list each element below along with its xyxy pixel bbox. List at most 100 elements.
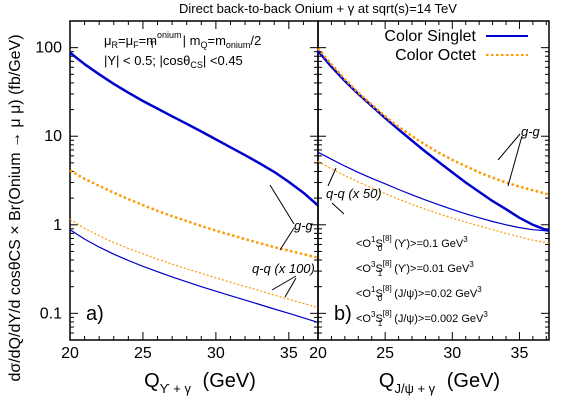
scale-text-part: Q	[200, 40, 207, 50]
ldme-part: 1	[378, 269, 383, 278]
series-line-q-q	[317, 160, 550, 244]
cuts-text-part: |Y| < 0.5; |cosθ	[104, 53, 190, 68]
annotation-arrow	[497, 133, 521, 161]
ldme-part: (J/ψ)>=0.002 GeV	[391, 313, 484, 325]
x-tick-label: 35	[511, 345, 529, 362]
ldme-part: <O	[356, 288, 371, 300]
annotation-arrow	[327, 167, 337, 187]
annotation-arrow	[284, 277, 297, 298]
ldme-part: [8]	[383, 259, 392, 268]
series-line-q-q	[69, 218, 319, 309]
scale-text-part: =m	[139, 33, 157, 48]
annotation-arrow	[271, 275, 297, 291]
ldme-part: <O	[356, 263, 371, 275]
y-axis-label: dσ/dQ/dY/d cosθCS × Br(Onium → μ μ) (fb/…	[7, 34, 24, 381]
panel-label: a)	[86, 303, 104, 325]
legend-label: Color Octet	[395, 47, 476, 64]
series-line-g-g	[317, 47, 550, 196]
x-axis-label: Qϒ + γ (GeV)	[144, 370, 256, 396]
ldme-part: <O	[356, 238, 371, 250]
annotation-arrow	[279, 227, 295, 251]
ldme-part: 3	[483, 310, 488, 319]
x-tick-label: 20	[61, 345, 79, 362]
annotation-qq: q-q (x 50)	[326, 186, 382, 201]
x-axis-label-sub: J/ψ + γ	[394, 381, 435, 396]
ldme-part: 1	[371, 285, 376, 294]
scale-text-part: =m	[207, 33, 225, 48]
ldme-part: 0	[378, 294, 383, 303]
scale-text: μR=μF=monium T | mQ=monium/2	[104, 30, 261, 50]
annotation-gg: g-g	[294, 218, 314, 233]
series-line-g-g	[317, 50, 550, 233]
scale-text-part: F	[133, 40, 139, 50]
cuts-text-part: CS	[190, 60, 203, 70]
x-axis-label-main: Q	[379, 370, 395, 392]
ldme-part: S	[375, 313, 382, 325]
scale-text-part: | m	[179, 33, 200, 48]
legend-label: Color Singlet	[384, 28, 476, 45]
ldme-part: S	[375, 288, 382, 300]
annotation-arrow	[507, 135, 523, 187]
x-tick-label: 35	[280, 345, 298, 362]
scale-text-part: T	[150, 40, 156, 50]
scale-text-part: =μ	[118, 33, 133, 48]
ldme-part: <O	[356, 313, 371, 325]
ldme-part: 3	[469, 260, 474, 269]
series-line-q-q	[69, 229, 319, 323]
x-tick-label: 25	[134, 345, 152, 362]
scale-text-part: /2	[250, 33, 261, 48]
ldme-part: (J/ψ)>=0.02 GeV	[391, 288, 478, 300]
x-tick-label: 30	[443, 345, 461, 362]
panel-label: b)	[334, 303, 352, 325]
y-tick-label: 1	[53, 217, 62, 234]
ldme-line: <O3S[8] 1 (J/ψ)>=0.002 GeV3	[356, 309, 488, 328]
ldme-part: [8]	[383, 284, 392, 293]
scale-text-part: onium	[157, 30, 182, 40]
x-axis-label: QJ/ψ + γ (GeV)	[379, 370, 500, 396]
series-line-q-q	[317, 151, 550, 232]
annotation-qq: q-q (x 100)	[252, 261, 315, 276]
ldme-part: (ϒ)>=0.1 GeV	[391, 238, 464, 250]
ldme-part: [8]	[383, 309, 392, 318]
annotation-arrow	[331, 202, 345, 215]
cuts-text: |Y| < 0.5; |cosθCS| <0.45	[104, 53, 243, 70]
ldme-part: [8]	[383, 234, 392, 243]
series-line-g-g	[69, 51, 319, 207]
ldme-part: 1	[371, 235, 376, 244]
chart-title: Direct back-to-back Onium + γ at sqrt(s)…	[179, 1, 457, 16]
series-line-g-g	[69, 169, 319, 259]
x-axis-label-unit: (GeV)	[197, 370, 256, 392]
y-tick-label: 100	[35, 40, 62, 57]
scale-text-part: R	[112, 40, 119, 50]
scale-text-part: μ	[104, 33, 112, 48]
x-axis-label-unit: (GeV)	[441, 370, 500, 392]
x-tick-label: 30	[207, 345, 225, 362]
y-tick-label: 0.1	[40, 305, 62, 322]
annotation-gg: g-g	[521, 124, 541, 139]
ldme-part: S	[375, 238, 382, 250]
info-text: μR=μF=monium T | mQ=monium/2|Y| < 0.5; |c…	[104, 30, 488, 328]
ldme-line: <O3S[8] 1 (ϒ)>=0.01 GeV3	[356, 259, 474, 278]
legend: Color Singlet Color Octet	[384, 28, 528, 64]
scale-text-part: onium	[226, 40, 251, 50]
ldme-part: (ϒ)>=0.01 GeV	[391, 263, 470, 275]
ldme-part: 3	[371, 310, 376, 319]
panel-b: 20 25 30 35b)QJ/ψ + γ (GeV)g-gq-q (x 50)	[309, 20, 550, 396]
ldme-part: 3	[477, 285, 482, 294]
x-axis-label-sub: ϒ + γ	[160, 381, 192, 396]
ldme-part: 1	[378, 319, 383, 328]
ldme-part: 3	[371, 260, 376, 269]
x-axis-label-main: Q	[144, 370, 160, 392]
ldme-part: 0	[378, 244, 383, 253]
y-tick-label: 10	[44, 128, 62, 145]
annotation-arrow	[269, 184, 295, 225]
plot-frame	[317, 20, 550, 341]
x-tick-label: 20	[309, 345, 327, 362]
cuts-text-part: | <0.45	[203, 53, 243, 68]
ldme-line: <O1S[8] 0 (J/ψ)>=0.02 GeV3	[356, 284, 482, 303]
ldme-line: <O1S[8] 0 (ϒ)>=0.1 GeV3	[356, 234, 468, 253]
ldme-part: S	[375, 263, 382, 275]
x-tick-label: 25	[376, 345, 394, 362]
